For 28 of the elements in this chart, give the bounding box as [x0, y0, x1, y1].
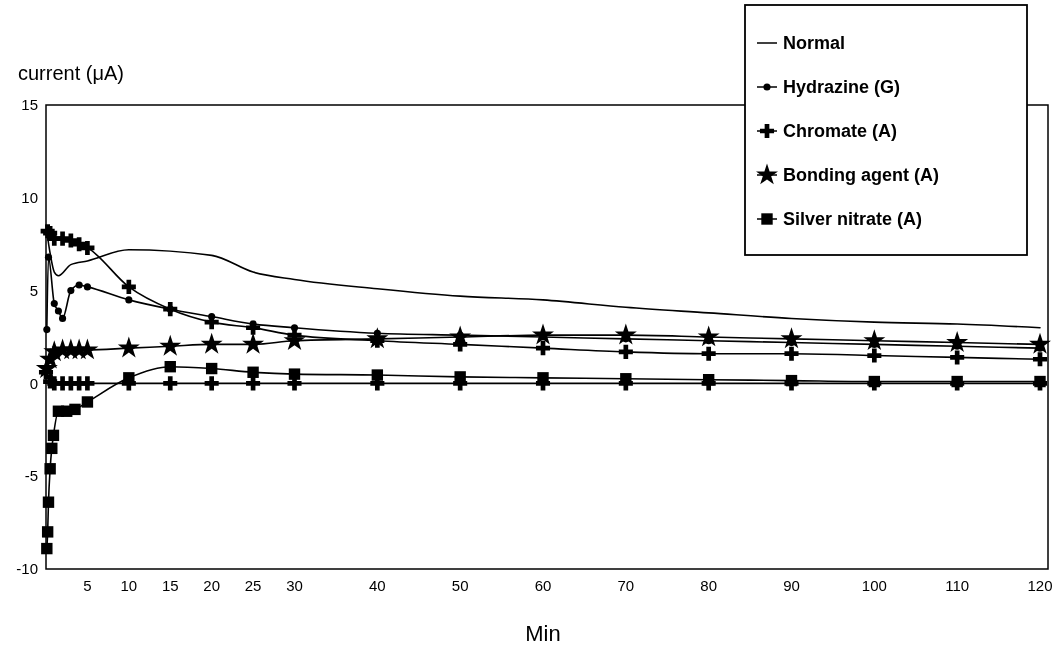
x-axis-title: Min [525, 621, 561, 646]
x-tick-label: 15 [161, 577, 179, 594]
x-tick-label: 120 [1027, 577, 1053, 594]
x-tick-label: 30 [286, 577, 303, 594]
y-tick-label: -10 [16, 560, 38, 578]
x-tick-label: 40 [368, 577, 386, 594]
legend-label: Silver nitrate (A) [783, 209, 923, 230]
y-tick-label: 0 [29, 374, 38, 392]
x-tick-label: 50 [451, 577, 469, 594]
x-tick-label: 5 [83, 577, 92, 594]
legend-label: Normal [783, 33, 846, 54]
y-tick-label: 10 [21, 189, 38, 207]
x-tick-label: 70 [617, 577, 635, 594]
x-tick-label: 25 [244, 577, 262, 594]
x-tick-label: 100 [861, 577, 887, 594]
x-tick-label: 90 [783, 577, 800, 594]
legend-label: Bonding agent (A) [783, 165, 939, 186]
y-tick-label: 5 [29, 281, 38, 299]
x-tick-label: 20 [203, 577, 221, 594]
x-tick-label: 110 [945, 577, 970, 594]
legend-label: Hydrazine (G) [783, 77, 901, 98]
y-tick-label: 15 [21, 96, 38, 114]
x-tick-label: 60 [534, 577, 552, 594]
x-tick-label: 80 [700, 577, 718, 594]
x-tick-label: 10 [120, 577, 138, 594]
legend-label: Chromate (A) [783, 121, 898, 142]
y-tick-label: -5 [24, 467, 38, 485]
y-axis-title: current (μA) [18, 62, 124, 84]
